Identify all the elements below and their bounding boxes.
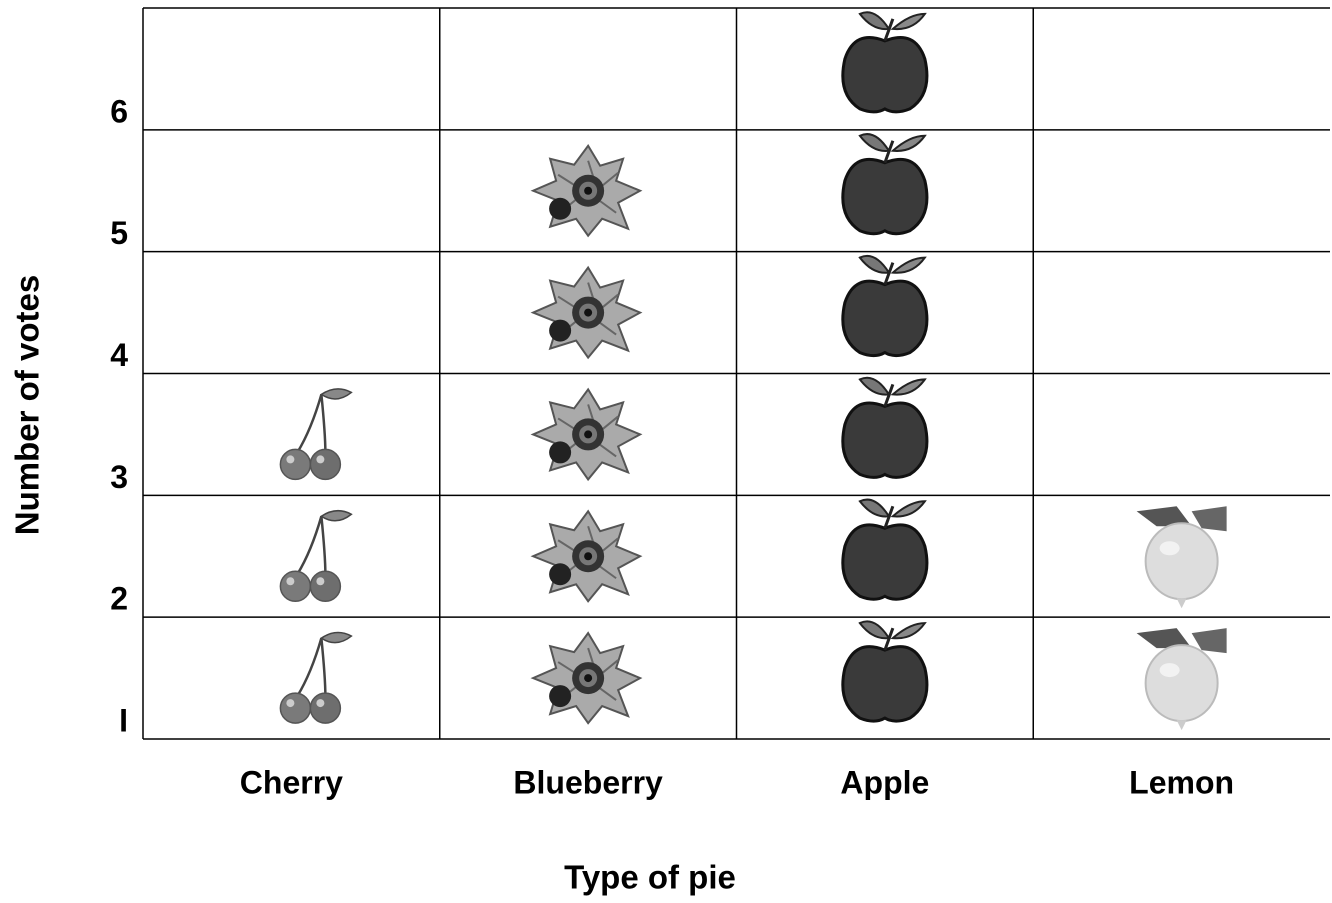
- y-tick-label: 6: [110, 93, 128, 129]
- y-tick-label: I: [119, 702, 128, 738]
- pictogram-icon: [280, 633, 351, 724]
- x-axis-title: Type of pie: [564, 859, 736, 896]
- icon-column: [843, 12, 927, 721]
- icon-column: [1137, 506, 1227, 730]
- pictogram-icon: [533, 146, 640, 236]
- y-tick-label: 5: [110, 215, 128, 251]
- pictogram-icon: [843, 378, 927, 478]
- y-tick-label: 4: [110, 337, 128, 373]
- pictogram-icon: [280, 389, 351, 480]
- pictogram-icon: [1137, 628, 1227, 730]
- y-tick-label: 3: [110, 459, 128, 495]
- icon-column: [533, 146, 640, 723]
- x-tick-label: Blueberry: [513, 764, 663, 800]
- pictogram-icon: [843, 134, 927, 234]
- x-tick-label: Lemon: [1129, 764, 1234, 800]
- pictogram-icon: [533, 268, 640, 358]
- pictogram-icon: [533, 511, 640, 601]
- pictogram-icon: [1137, 506, 1227, 608]
- y-axis-title: Number of votes: [9, 275, 46, 535]
- pictogram-icon: [843, 256, 927, 356]
- x-tick-label: Cherry: [240, 764, 343, 800]
- pictogram-icon: [280, 511, 351, 602]
- pictogram-icon: [843, 621, 927, 721]
- pictogram-icon: [843, 500, 927, 600]
- x-tick-label: Apple: [840, 764, 929, 800]
- pictogram-icon: [843, 12, 927, 112]
- pictogram-icon: [533, 389, 640, 479]
- chart: I 2 3 4 5 6 Cherry Blueberry Apple Lemon Type of …: [0, 0, 1332, 903]
- pictogram-icon: [533, 633, 640, 723]
- y-tick-label: 2: [110, 581, 128, 617]
- plot-area: I 2 3 4 5 6 Cherry Blueberry Apple Lemon: [110, 8, 1330, 800]
- icon-column: [280, 389, 351, 723]
